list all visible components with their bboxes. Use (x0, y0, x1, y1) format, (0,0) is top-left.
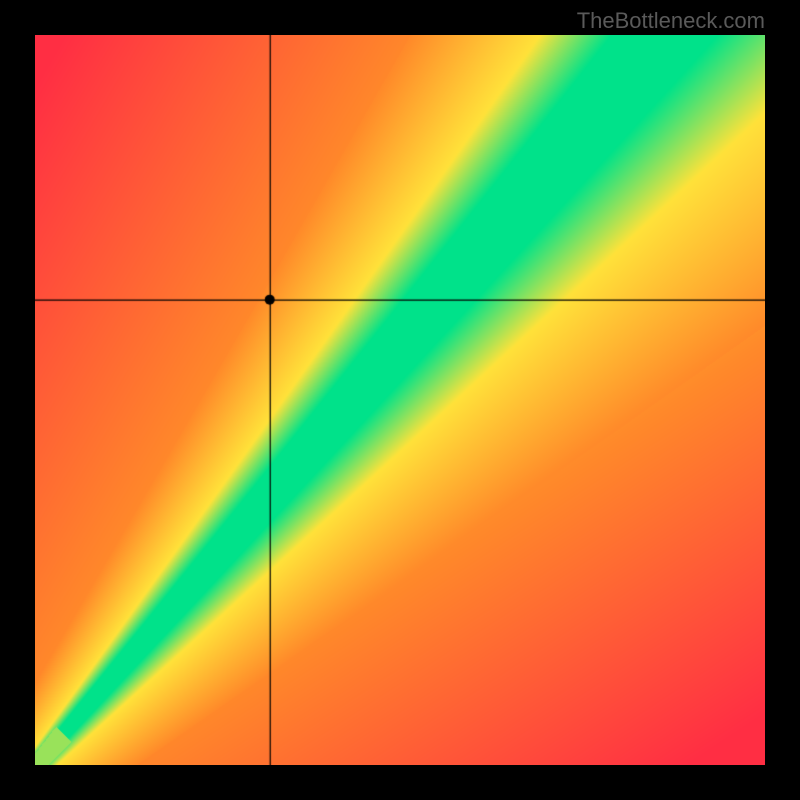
chart-container: TheBottleneck.com (0, 0, 800, 800)
bottleneck-heatmap (35, 35, 765, 765)
watermark-text: TheBottleneck.com (577, 8, 765, 34)
